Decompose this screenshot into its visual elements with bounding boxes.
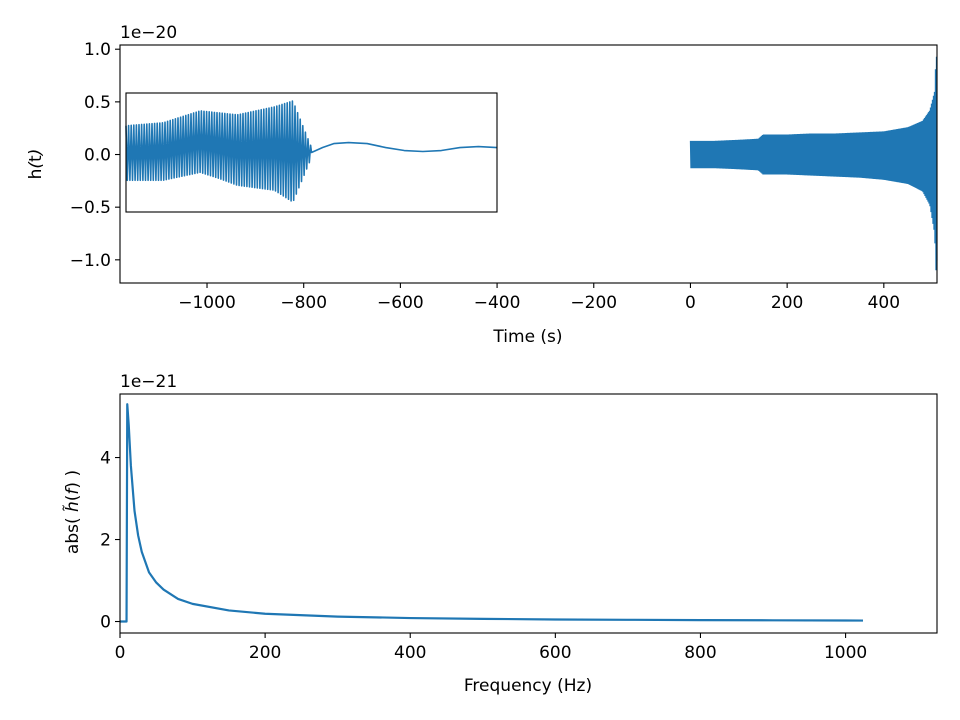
y-tick-label: 2 bbox=[100, 531, 111, 551]
spectrum-series bbox=[120, 403, 863, 623]
x-tick-label: 400 bbox=[868, 293, 900, 313]
time-domain-panel: −1000 −800 −600 −400 −200 0 200 400 −1.0 −0.5 0.0… bbox=[26, 23, 938, 347]
spectrum-line bbox=[120, 403, 863, 623]
x-tick-label: −400 bbox=[474, 293, 521, 313]
frequency-x-ticks: 0 200 400 600 800 1000 bbox=[115, 633, 867, 663]
y-tick-label: −0.5 bbox=[70, 198, 111, 218]
y-tick-label: 0.5 bbox=[84, 93, 111, 113]
x-tick-label: −1000 bbox=[178, 293, 236, 313]
frequency-domain-panel: 0 200 400 600 800 1000 0 2 4 1e−21 Frequency (H… bbox=[62, 372, 938, 696]
frequency-domain-axes-frame bbox=[119, 393, 938, 634]
amplitude-offset-label: 1e−21 bbox=[120, 372, 177, 392]
x-tick-label: 1000 bbox=[824, 643, 867, 663]
x-tick-label: −200 bbox=[570, 293, 617, 313]
x-tick-label: 400 bbox=[394, 643, 426, 663]
x-tick-label: 800 bbox=[684, 643, 716, 663]
x-tick-label: 600 bbox=[539, 643, 571, 663]
amplitude-y-ticks: 0 2 4 bbox=[100, 449, 120, 633]
amplitude-y-axis-label: abs( h̃(f) ) bbox=[62, 470, 83, 554]
x-tick-label: 0 bbox=[115, 643, 126, 663]
y-tick-label: 4 bbox=[100, 449, 111, 469]
time-x-axis-label: Time (s) bbox=[492, 327, 562, 347]
strain-y-ticks: −1.0 −0.5 0.0 0.5 1.0 bbox=[70, 40, 120, 271]
x-tick-label: 200 bbox=[249, 643, 281, 663]
strain-series bbox=[689, 56, 938, 271]
time-x-ticks: −1000 −800 −600 −400 −200 0 200 400 bbox=[178, 283, 900, 313]
strain-line bbox=[689, 56, 938, 271]
strain-offset-label: 1e−20 bbox=[120, 23, 177, 43]
y-tick-label: 1.0 bbox=[84, 40, 111, 60]
y-tick-label: 0.0 bbox=[84, 146, 111, 166]
merger-inset-series bbox=[125, 100, 498, 202]
time-domain-axes-frame bbox=[119, 44, 938, 284]
frequency-x-axis-label: Frequency (Hz) bbox=[464, 676, 592, 696]
merger-inset-frame bbox=[125, 92, 498, 213]
strain-y-axis-label: h(t) bbox=[26, 149, 46, 180]
x-tick-label: 200 bbox=[771, 293, 803, 313]
x-tick-label: −600 bbox=[377, 293, 424, 313]
x-tick-label: 0 bbox=[685, 293, 696, 313]
x-tick-label: −800 bbox=[280, 293, 327, 313]
merger-inset bbox=[125, 92, 498, 213]
merger-line bbox=[125, 100, 498, 202]
y-tick-label: 0 bbox=[100, 613, 111, 633]
y-tick-label: −1.0 bbox=[70, 251, 111, 271]
